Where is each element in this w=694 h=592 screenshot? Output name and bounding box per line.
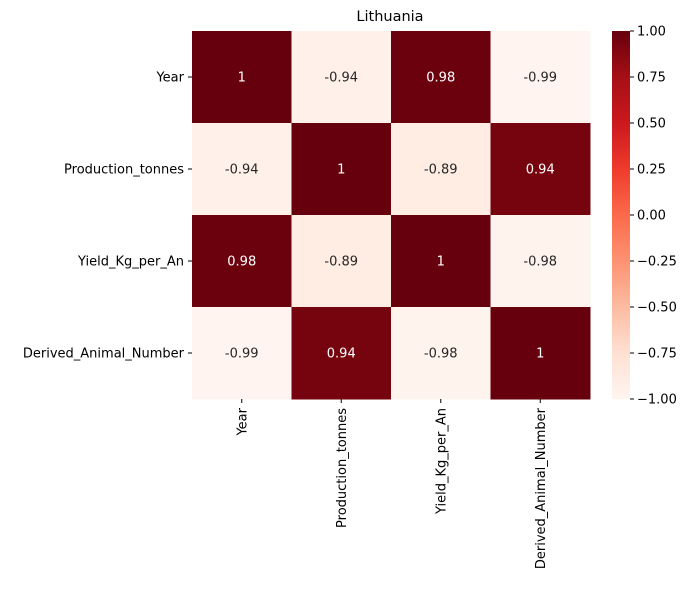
x-tick-label: Derived_Animal_Number xyxy=(534,407,549,569)
y-tick-labels: Year Production_tonnes Yield_Kg_per_An Deri… xyxy=(23,71,192,362)
cell-annotation: -0.94 xyxy=(225,163,259,178)
cell-annotation: -0.89 xyxy=(424,163,458,178)
heatmap-cell xyxy=(192,31,292,124)
heatmap-cell xyxy=(291,215,392,308)
x-tick-label: Yield_Kg_per_An xyxy=(434,408,449,515)
chart-title: Lithuania xyxy=(356,9,423,25)
cell-annotation: -0.98 xyxy=(424,347,458,362)
cell-annotations: 1 -0.94 0.98 -0.99 -0.94 1 -0.89 0.94 0.98 -0.89 1… xyxy=(225,71,557,362)
colorbar-tick-label: −1.00 xyxy=(637,393,677,408)
colorbar-tick-label: 0.25 xyxy=(637,163,666,178)
colorbar-tick-label: −0.25 xyxy=(637,255,677,270)
heatmap-cell xyxy=(291,31,392,124)
heatmap-cell xyxy=(490,215,591,308)
cell-annotation: 1 xyxy=(437,255,445,270)
colorbar-tick-label: −0.50 xyxy=(637,301,677,316)
colorbar-tick-label: 0.50 xyxy=(637,117,666,132)
heatmap-cell xyxy=(490,123,591,216)
x-tick-labels: Year Production_tonnes Yield_Kg_per_An Deri… xyxy=(235,399,549,569)
cell-annotation: 0.94 xyxy=(327,347,356,362)
cell-annotation: -0.99 xyxy=(523,71,557,86)
x-tick-label: Production_tonnes xyxy=(335,408,350,528)
colorbar-tick-label: 0.00 xyxy=(637,209,666,224)
colorbar-tick-label: −0.75 xyxy=(637,347,677,362)
cell-annotation: -0.99 xyxy=(225,347,259,362)
heatmap-cell xyxy=(291,307,392,400)
y-tick-label: Year xyxy=(155,71,184,86)
cell-annotation: -0.94 xyxy=(324,71,358,86)
cell-annotation: -0.89 xyxy=(324,255,358,270)
cell-annotation: -0.98 xyxy=(523,255,557,270)
heatmap-cells xyxy=(192,31,591,400)
heatmap-cell xyxy=(192,215,292,308)
heatmap-cell xyxy=(192,307,292,400)
colorbar-tick-label: 0.75 xyxy=(637,71,666,86)
colorbar xyxy=(612,31,630,399)
cell-annotation: 0.98 xyxy=(227,255,256,270)
heatmap-cell xyxy=(291,123,392,216)
colorbar-ticks: 1.00 0.75 0.50 0.25 0.00 −0.25 −0.50 −0.75 −1.00 xyxy=(630,25,677,408)
heatmap-cell xyxy=(391,307,491,400)
cell-annotation: 0.98 xyxy=(426,71,455,86)
cell-annotation: 0.94 xyxy=(526,163,555,178)
y-tick-label: Yield_Kg_per_An xyxy=(77,255,184,270)
heatmap-cell xyxy=(192,123,292,216)
y-tick-label: Production_tonnes xyxy=(64,163,184,178)
colorbar-tick-label: 1.00 xyxy=(637,25,666,40)
heatmap-cell xyxy=(490,307,591,400)
cell-annotation: 1 xyxy=(536,347,544,362)
cell-annotation: 1 xyxy=(238,71,246,86)
heatmap-cell xyxy=(490,31,591,124)
cell-annotation: 1 xyxy=(337,163,345,178)
heatmap-cell xyxy=(391,215,491,308)
heatmap-cell xyxy=(391,31,491,124)
y-tick-label: Derived_Animal_Number xyxy=(23,347,185,362)
heatmap-cell xyxy=(391,123,491,216)
x-tick-label: Year xyxy=(235,407,250,436)
